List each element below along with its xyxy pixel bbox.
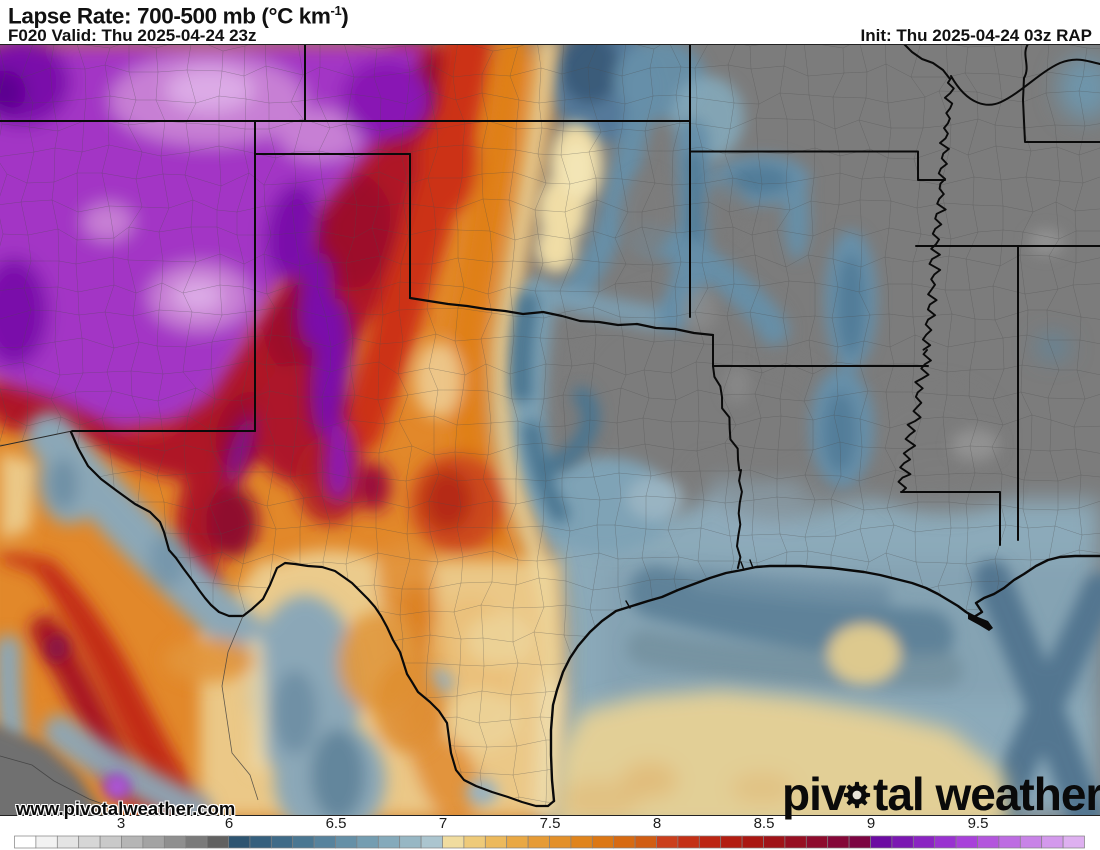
svg-text:piv: piv [782,768,847,820]
svg-text:tal weather: tal weather [873,768,1100,820]
